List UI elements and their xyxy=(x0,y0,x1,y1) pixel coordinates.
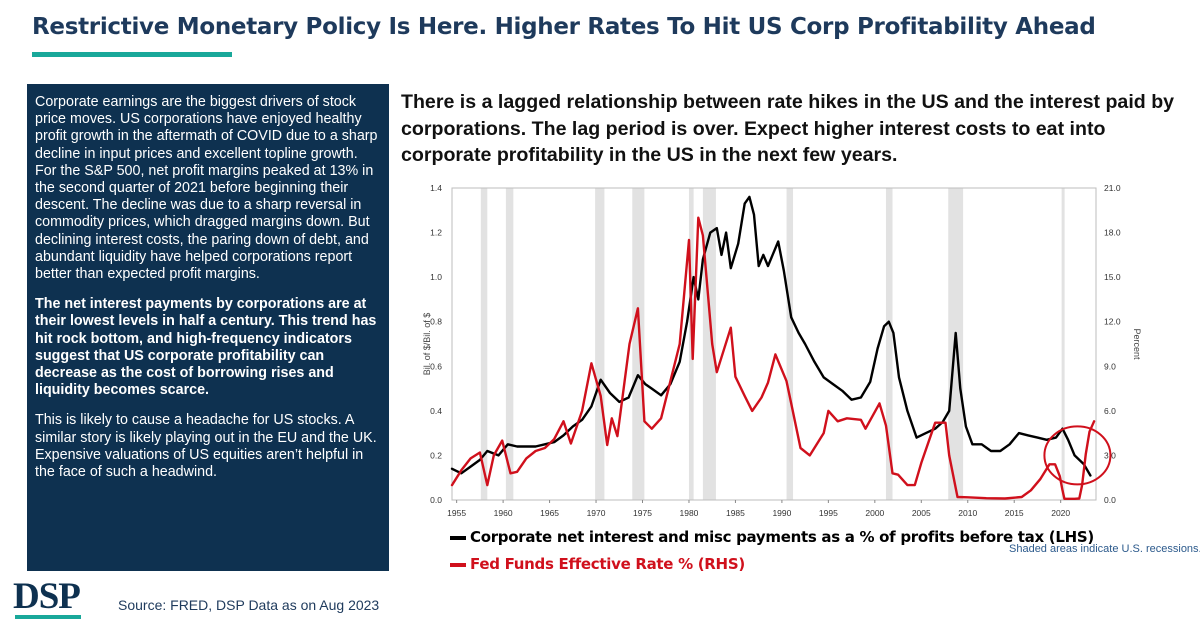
recession-band-1 xyxy=(480,188,488,500)
right-tick-label-4: 12.0 xyxy=(1104,317,1121,327)
x-tick-label-7: 1990 xyxy=(772,508,791,518)
legend-label-fed-funds: Fed Funds Effective Rate % (RHS) xyxy=(470,555,745,573)
right-tick-label-2: 6.0 xyxy=(1104,406,1116,416)
x-tick-label-10: 2005 xyxy=(912,508,931,518)
x-tick-label-2: 1965 xyxy=(540,508,559,518)
right-tick-label-3: 9.0 xyxy=(1104,361,1116,371)
x-tick-label-0: 1955 xyxy=(447,508,466,518)
x-tick-label-11: 2010 xyxy=(958,508,977,518)
right-tick-label-5: 15.0 xyxy=(1104,272,1121,282)
right-axis-title: Percent xyxy=(1132,328,1142,360)
logo-accent-bar xyxy=(15,615,81,619)
x-tick-label-9: 2000 xyxy=(865,508,884,518)
legend-item-fed-funds: Fed Funds Effective Rate % (RHS) xyxy=(450,555,745,573)
legend-swatch-black xyxy=(450,535,466,540)
commentary-paragraph-2: The net interest payments by corporation… xyxy=(35,296,377,399)
plot-frame xyxy=(451,187,1097,501)
slide-title: Restrictive Monetary Policy Is Here. Hig… xyxy=(32,14,1096,40)
recession-band-4 xyxy=(632,188,645,500)
left-tick-label-6: 1.2 xyxy=(430,228,442,238)
commentary-paragraph-1: Corporate earnings are the biggest drive… xyxy=(35,94,378,283)
recession-band-3 xyxy=(595,188,605,500)
x-tick-label-6: 1985 xyxy=(726,508,745,518)
series-line-net-interest xyxy=(450,195,1092,477)
legend-item-net-interest: Corporate net interest and misc payments… xyxy=(450,528,1094,546)
highlight-circle xyxy=(1043,425,1112,486)
recession-band-2 xyxy=(505,188,514,500)
left-tick-label-2: 0.4 xyxy=(430,406,442,416)
commentary-box: Corporate earnings are the biggest drive… xyxy=(27,84,389,571)
x-tick-label-5: 1980 xyxy=(680,508,699,518)
recession-band-10 xyxy=(1061,188,1065,500)
right-tick-label-7: 21.0 xyxy=(1104,183,1121,193)
series-line-fed-funds xyxy=(450,216,1096,500)
left-axis-title: Bil. of $/Bil. of $ xyxy=(422,313,432,376)
left-tick-label-5: 1.0 xyxy=(430,272,442,282)
x-tick-label-8: 1995 xyxy=(819,508,838,518)
left-tick-label-0: 0.0 xyxy=(430,495,442,505)
recession-band-7 xyxy=(786,188,794,500)
x-tick-label-12: 2015 xyxy=(1005,508,1024,518)
recession-note: Shaded areas indicate U.S. recessions. xyxy=(1009,543,1200,555)
commentary-paragraph-3: This is likely to cause a headache for U… xyxy=(35,412,377,481)
legend-label-net-interest: Corporate net interest and misc payments… xyxy=(470,528,1094,546)
right-tick-label-6: 18.0 xyxy=(1104,228,1121,238)
legend-swatch-red xyxy=(450,562,466,567)
left-tick-label-7: 1.4 xyxy=(430,183,442,193)
title-underline xyxy=(32,52,232,57)
left-tick-label-3: 0.6 xyxy=(430,361,442,371)
chart-headline: There is a lagged relationship between r… xyxy=(401,91,1175,166)
x-tick-label-13: 2020 xyxy=(1051,508,1070,518)
x-tick-label-1: 1960 xyxy=(494,508,513,518)
source-note: Source: FRED, DSP Data as on Aug 2023 xyxy=(118,597,380,613)
dsp-logo: DSP xyxy=(13,576,81,617)
interest-vs-fedfunds-chart: 0.00.20.40.60.81.01.21.40.03.06.09.012.0… xyxy=(422,183,1142,518)
x-tick-label-3: 1970 xyxy=(587,508,606,518)
recession-band-8 xyxy=(885,188,893,500)
left-tick-label-1: 0.2 xyxy=(430,450,442,460)
x-tick-label-4: 1975 xyxy=(633,508,652,518)
right-tick-label-0: 0.0 xyxy=(1104,495,1116,505)
left-tick-label-4: 0.8 xyxy=(430,317,442,327)
